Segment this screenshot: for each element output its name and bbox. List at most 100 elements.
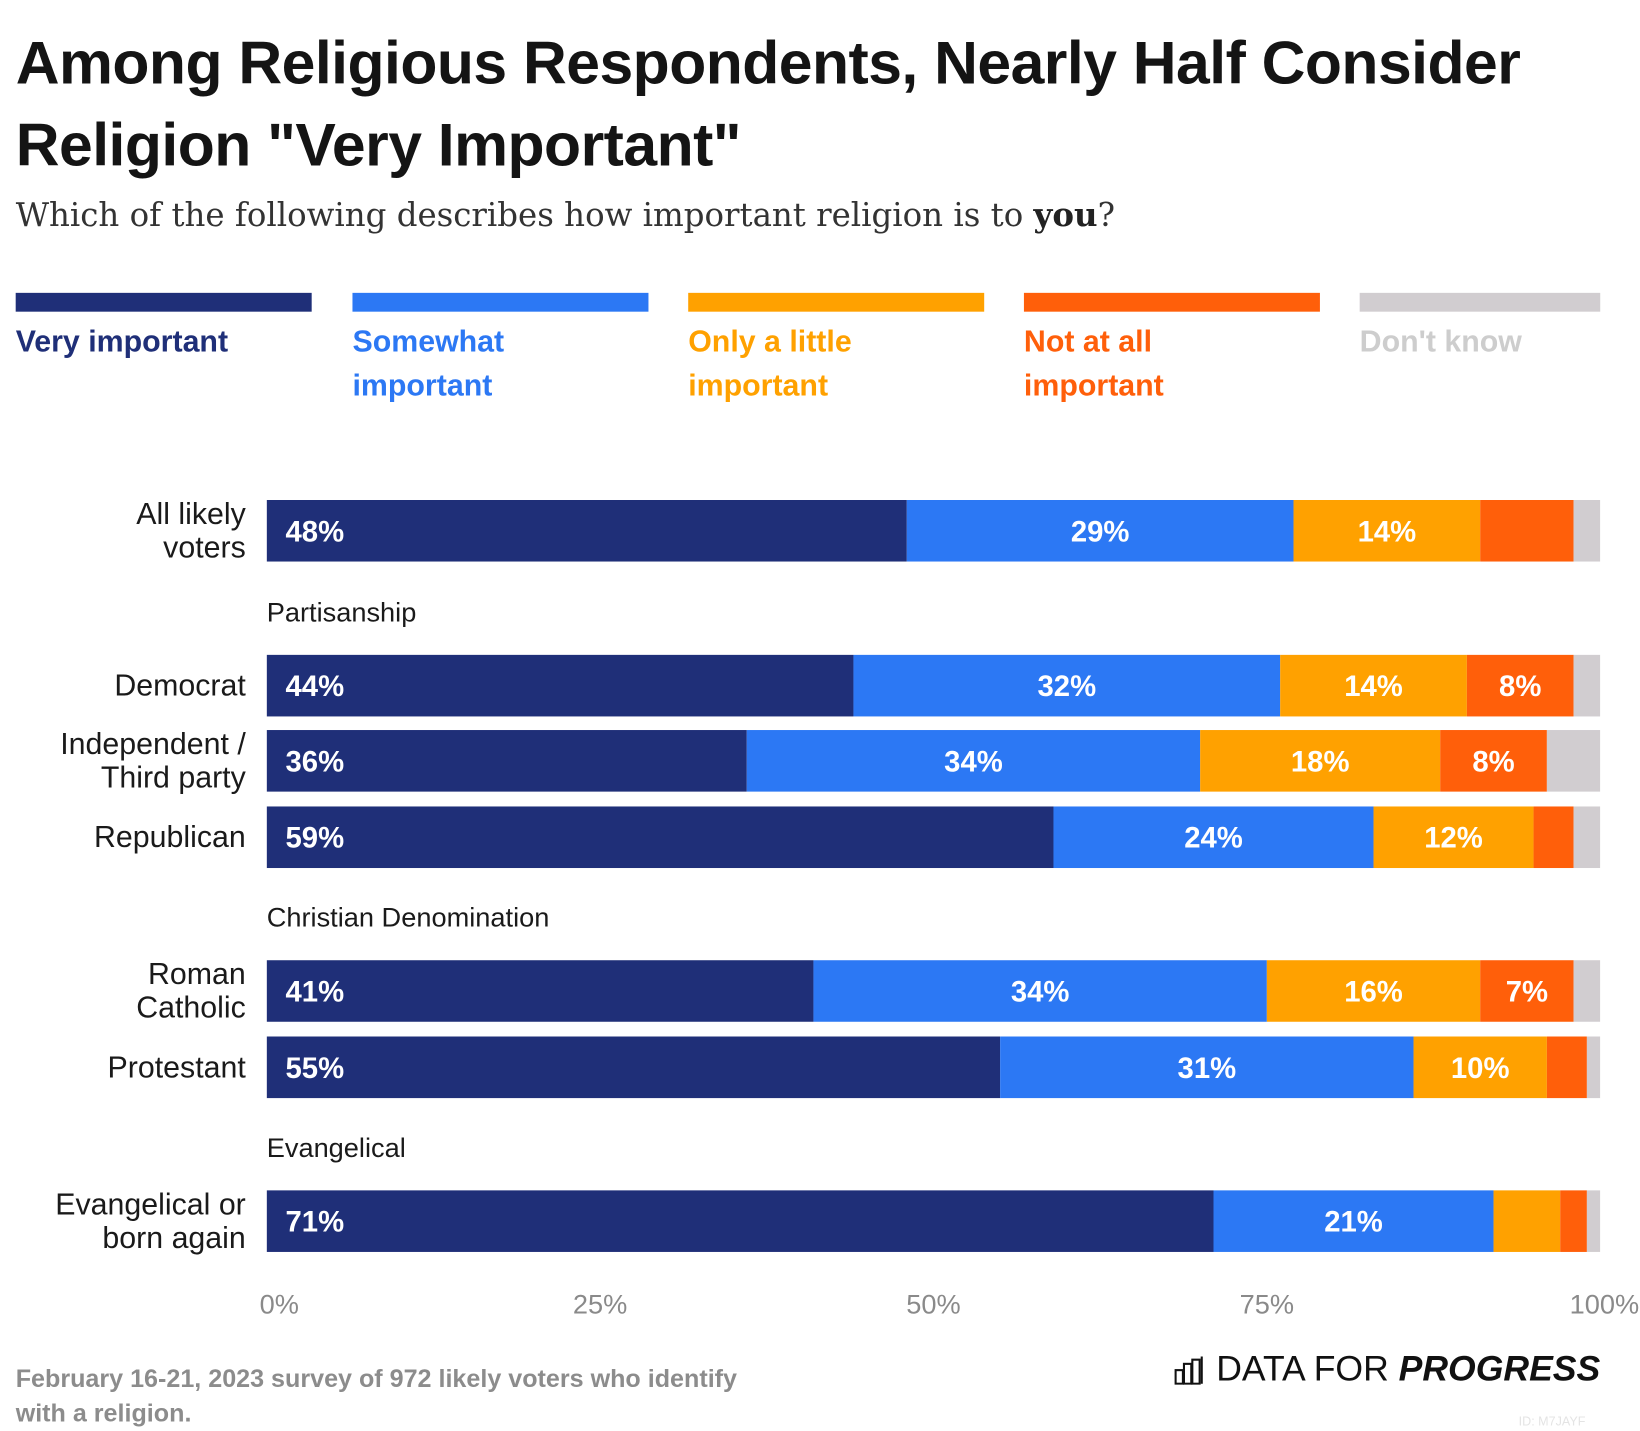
subtitle-text: Which of the following describes how imp… — [15, 196, 1034, 235]
bar-segment-only-a-little-important — [1280, 654, 1467, 717]
data-label: 31% — [1178, 1052, 1237, 1085]
data-label: 32% — [1038, 670, 1097, 703]
legend-swatch — [1359, 292, 1601, 312]
data-label: 16% — [1344, 975, 1403, 1008]
row-label-line: Evangelical or — [55, 1187, 246, 1222]
data-label: 14% — [1358, 515, 1417, 548]
data-label: 48% — [286, 515, 345, 548]
legend-label: Don't know — [1359, 325, 1522, 359]
bar-segment-not-at-all-important — [1466, 654, 1574, 717]
legend-swatch — [15, 292, 312, 312]
legend-item: Somewhat important — [352, 292, 649, 408]
data-label: 14% — [1344, 670, 1403, 703]
bar-segment-not-at-all-important — [1533, 806, 1574, 869]
data-label: 21% — [1324, 1206, 1383, 1239]
bar-segment-only-a-little-important — [1413, 1036, 1547, 1099]
bar-segment-don-t-know — [1586, 1036, 1601, 1099]
data-label: 12% — [1424, 822, 1483, 855]
data-label: 29% — [1071, 515, 1130, 548]
bar-segment-not-at-all-important — [1440, 730, 1547, 792]
bar-segment-don-t-know — [1573, 499, 1601, 562]
data-for-progress-logo: DATA FOR PROGRESS — [1174, 1349, 1600, 1390]
legend-label: Not at all — [1023, 325, 1153, 359]
x-tick-label: 50% — [906, 1288, 961, 1320]
bar-segment-not-at-all-important — [1560, 1190, 1587, 1252]
bar-segment-very-important — [266, 806, 1054, 869]
data-label: 55% — [286, 1052, 345, 1085]
stacked-bar: 48% 29% 14% — [266, 499, 1601, 562]
bar-segment-not-at-all-important — [1480, 499, 1574, 562]
group-heading: Partisanship — [266, 596, 417, 628]
data-label: 34% — [944, 745, 1003, 778]
chart-id: ID: M7JAYF — [1518, 1414, 1586, 1429]
legend-swatch — [1023, 292, 1320, 312]
stacked-bar: 36% 34% 18% 8% — [266, 730, 1601, 792]
row-label: All likely voters — [0, 497, 246, 564]
bar-segment-somewhat-important — [1053, 806, 1374, 869]
legend-item: Don't know — [1359, 292, 1601, 364]
row-label-line: Roman — [147, 957, 246, 991]
bar-segment-only-a-little-important — [1293, 499, 1481, 562]
bar-segment-somewhat-important — [746, 730, 1201, 792]
bar-segment-very-important — [266, 1036, 1001, 1099]
row-label: Democrat — [0, 668, 246, 703]
bar-chart-icon — [1174, 1356, 1203, 1385]
bar-segment-very-important — [266, 960, 814, 1022]
bar-segment-very-important — [266, 499, 907, 562]
legend-item: Only a little important — [688, 292, 985, 408]
row-label-line: Protestant — [107, 1050, 246, 1085]
bar-segment-somewhat-important — [813, 960, 1267, 1022]
legend-label: Somewhat — [352, 325, 505, 359]
data-label: 8% — [1472, 745, 1514, 778]
chart-title: Among Religious Respondents, Nearly Half… — [15, 29, 1521, 179]
bar-segment-very-important — [266, 654, 854, 717]
row-label-line: Democrat — [114, 668, 246, 703]
row-label: Republican — [0, 821, 246, 854]
bar-segment-not-at-all-important — [1480, 960, 1574, 1022]
footnote-line: February 16-21, 2023 survey of 972 likel… — [15, 1364, 737, 1394]
row-label: Independent / Third party — [0, 727, 246, 794]
legend-item: Very important — [15, 292, 312, 364]
legend-label: important — [688, 369, 829, 403]
row-label-line: Independent / — [60, 727, 246, 761]
group-heading: Evangelical — [266, 1131, 406, 1164]
row-label-line: born again — [102, 1221, 246, 1255]
group-heading: Christian Denomination — [266, 901, 550, 933]
legend-item: Not at all important — [1023, 292, 1320, 408]
bar-segment-don-t-know — [1546, 730, 1601, 792]
data-label: 24% — [1184, 822, 1243, 855]
row-label-line: Republican — [94, 820, 246, 854]
legend-label: Very important — [15, 325, 229, 359]
data-label: 18% — [1291, 745, 1350, 778]
bar-segment-very-important — [266, 1190, 1214, 1252]
data-label: 34% — [1011, 975, 1070, 1008]
legend-swatch — [688, 292, 985, 312]
data-label: 59% — [286, 822, 345, 855]
row-label-line: All likely — [136, 497, 246, 531]
stacked-bar: 41% 34% 16% 7% — [266, 960, 1601, 1022]
data-label: 10% — [1451, 1052, 1510, 1085]
row-label: Roman Catholic — [0, 958, 246, 1025]
bar-segment-don-t-know — [1573, 654, 1601, 717]
subtitle-emphasis: you — [1033, 196, 1098, 235]
subtitle-end: ? — [1097, 196, 1115, 235]
x-tick-label: 25% — [572, 1288, 628, 1320]
data-label: 7% — [1506, 975, 1548, 1008]
bar-segment-somewhat-important — [1213, 1190, 1494, 1252]
row-label-line: Third party — [100, 760, 246, 795]
stacked-bar: 55% 31% 10% — [266, 1036, 1601, 1099]
legend-label: Only a little — [688, 325, 852, 359]
bar-segment-don-t-know — [1573, 806, 1601, 869]
bar-segment-somewhat-important — [1000, 1036, 1414, 1099]
bar-segment-only-a-little-important — [1493, 1190, 1561, 1252]
bar-segment-somewhat-important — [906, 499, 1294, 562]
bar-segment-only-a-little-important — [1200, 730, 1441, 792]
bar-segment-somewhat-important — [853, 654, 1281, 717]
bar-segment-only-a-little-important — [1373, 806, 1534, 869]
legend-label: important — [352, 369, 493, 403]
chart-subtitle: Which of the following describes how imp… — [16, 197, 1115, 235]
row-label-line: voters — [163, 530, 246, 565]
x-tick-label: 100% — [1569, 1288, 1640, 1320]
row-label-line: Catholic — [136, 990, 246, 1025]
